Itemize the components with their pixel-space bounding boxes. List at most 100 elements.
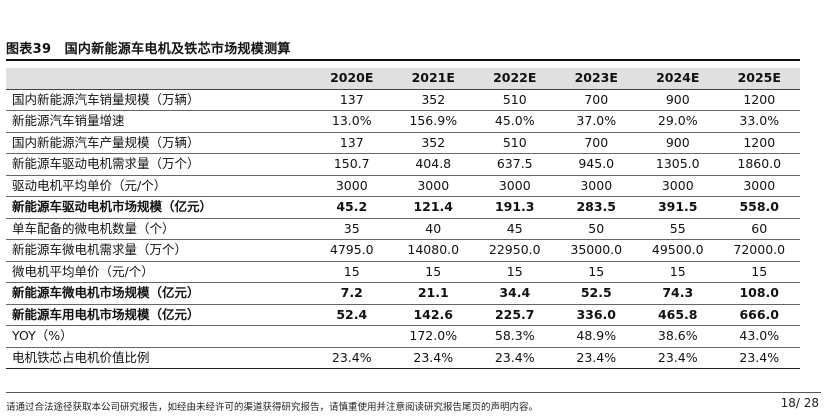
table-cell: 21.1: [392, 282, 474, 305]
table-cell: 108.0: [718, 282, 800, 305]
table-row: 电机铁芯占电机价值比例 23.4% 23.4% 23.4% 23.4% 23.4% 23.4…: [6, 347, 800, 369]
table-cell: 35: [311, 218, 393, 240]
table-cell: 142.6: [392, 304, 474, 326]
table-cell: 391.5: [637, 196, 719, 219]
table-cell: 137: [311, 89, 393, 111]
table-row: 新能源车微电机市场规模（亿元） 7.2 21.1 34.4 52.5 74.3 108.0: [6, 282, 800, 305]
table-cell: 900: [637, 89, 719, 111]
footer-divider: [6, 392, 821, 393]
table-cell: 3000: [392, 175, 474, 197]
column-header: 2024E: [637, 68, 719, 90]
column-header: 2022E: [474, 68, 556, 90]
table-cell: 45.0%: [474, 110, 556, 133]
table-cell: 45: [474, 218, 556, 240]
table-cell: 72000.0: [718, 239, 800, 262]
table-cell: 15: [392, 261, 474, 283]
table-row: 国内新能源汽车销量规模（万辆） 137 352 510 700 900 1200: [6, 89, 800, 111]
table-cell: 23.4%: [311, 347, 393, 369]
table-cell: 352: [392, 132, 474, 154]
table-row: 微电机平均单价（元/个） 15 15 15 15 15 15: [6, 261, 800, 283]
row-label: 新能源汽车销量增速: [6, 110, 311, 133]
table-cell: 34.4: [474, 282, 556, 305]
table-cell: 52.4: [311, 304, 393, 326]
table-cell: 29.0%: [637, 110, 719, 133]
table-cell: 283.5: [555, 196, 637, 219]
table-cell: 225.7: [474, 304, 556, 326]
row-label: 驱动电机平均单价（元/个）: [6, 175, 311, 197]
table-row: 新能源车驱动电机需求量（万个） 150.7 404.8 637.5 945.0 1305.…: [6, 153, 800, 176]
table-cell: 45.2: [311, 196, 393, 219]
column-header: 2025E: [718, 68, 800, 90]
column-header: 2021E: [392, 68, 474, 90]
table-cell: 7.2: [311, 282, 393, 305]
table-row: 新能源车驱动电机市场规模（亿元） 45.2 121.4 191.3 283.5 391.5…: [6, 196, 800, 219]
table-cell: 49500.0: [637, 239, 719, 262]
title-divider: [6, 59, 800, 61]
table-cell: 3000: [718, 175, 800, 197]
row-label: 单车配备的微电机数量（个）: [6, 218, 311, 240]
table-cell: 637.5: [474, 153, 556, 176]
table-cell: 50: [555, 218, 637, 240]
table-cell: 150.7: [311, 153, 393, 176]
market-size-table: 2020E 2021E 2022E 2023E 2024E 2025E 国内新能…: [6, 68, 800, 369]
table-cell: 172.0%: [392, 325, 474, 348]
disclaimer-text: 请通过合法途径获取本公司研究报告，如经由未经许可的渠道获得研究报告，请慎重使用并…: [6, 402, 539, 413]
table-cell: 58.3%: [474, 325, 556, 348]
table-cell: 40: [392, 218, 474, 240]
table-row: 新能源车微电机需求量（万个） 4795.0 14080.0 22950.0 35000.…: [6, 239, 800, 262]
table-cell: 13.0%: [311, 110, 393, 133]
table-cell: 156.9%: [392, 110, 474, 133]
table-cell: 74.3: [637, 282, 719, 305]
table-cell: 37.0%: [555, 110, 637, 133]
table-cell: 22950.0: [474, 239, 556, 262]
table-cell: 35000.0: [555, 239, 637, 262]
table-cell: 900: [637, 132, 719, 154]
row-label: 新能源车用电机市场规模（亿元）: [6, 304, 311, 326]
table-cell: 23.4%: [474, 347, 556, 369]
column-header: 2023E: [555, 68, 637, 90]
row-label: 国内新能源汽车产量规模（万辆）: [6, 132, 311, 154]
table-cell: 15: [637, 261, 719, 283]
table-cell: 137: [311, 132, 393, 154]
row-label: 国内新能源汽车销量规模（万辆）: [6, 89, 311, 111]
table-cell: 4795.0: [311, 239, 393, 262]
table-row: 单车配备的微电机数量（个） 35 40 45 50 55 60: [6, 218, 800, 240]
table-row: YOY（%） 172.0% 58.3% 48.9% 38.6% 43.0%: [6, 325, 800, 348]
table-cell: 945.0: [555, 153, 637, 176]
table-cell: 52.5: [555, 282, 637, 305]
table-title: 图表39 国内新能源车电机及铁芯市场规模测算: [6, 42, 291, 57]
table-cell: 700: [555, 132, 637, 154]
table-cell: 404.8: [392, 153, 474, 176]
table-row: 国内新能源汽车产量规模（万辆） 137 352 510 700 900 1200: [6, 132, 800, 154]
row-label: 新能源车微电机市场规模（亿元）: [6, 282, 311, 305]
row-label: 新能源车微电机需求量（万个）: [6, 239, 311, 262]
table-cell: 3000: [311, 175, 393, 197]
table-cell: 48.9%: [555, 325, 637, 348]
table-cell: 15: [555, 261, 637, 283]
table-row: 驱动电机平均单价（元/个） 3000 3000 3000 3000 3000 3000: [6, 175, 800, 197]
row-label: 微电机平均单价（元/个）: [6, 261, 311, 283]
table-cell: 352: [392, 89, 474, 111]
table-cell: 1200: [718, 132, 800, 154]
table-cell: 1200: [718, 89, 800, 111]
table-cell: 191.3: [474, 196, 556, 219]
table-cell: 38.6%: [637, 325, 719, 348]
table-cell: 1305.0: [637, 153, 719, 176]
table-cell: 3000: [474, 175, 556, 197]
table-cell: 60: [718, 218, 800, 240]
column-header: 2020E: [311, 68, 393, 90]
row-label: YOY（%）: [6, 325, 311, 348]
table-row: 新能源车用电机市场规模（亿元） 52.4 142.6 225.7 336.0 465.8 6…: [6, 304, 800, 326]
table-cell: 558.0: [718, 196, 800, 219]
table-cell: 23.4%: [637, 347, 719, 369]
table-cell: 121.4: [392, 196, 474, 219]
table-cell: 14080.0: [392, 239, 474, 262]
table-cell: 666.0: [718, 304, 800, 326]
table-cell: 33.0%: [718, 110, 800, 133]
row-label: 电机铁芯占电机价值比例: [6, 347, 311, 369]
table-cell: 700: [555, 89, 637, 111]
table-cell: 510: [474, 132, 556, 154]
row-label: 新能源车驱动电机市场规模（亿元）: [6, 196, 311, 219]
row-label: 新能源车驱动电机需求量（万个）: [6, 153, 311, 176]
table-cell: 336.0: [555, 304, 637, 326]
